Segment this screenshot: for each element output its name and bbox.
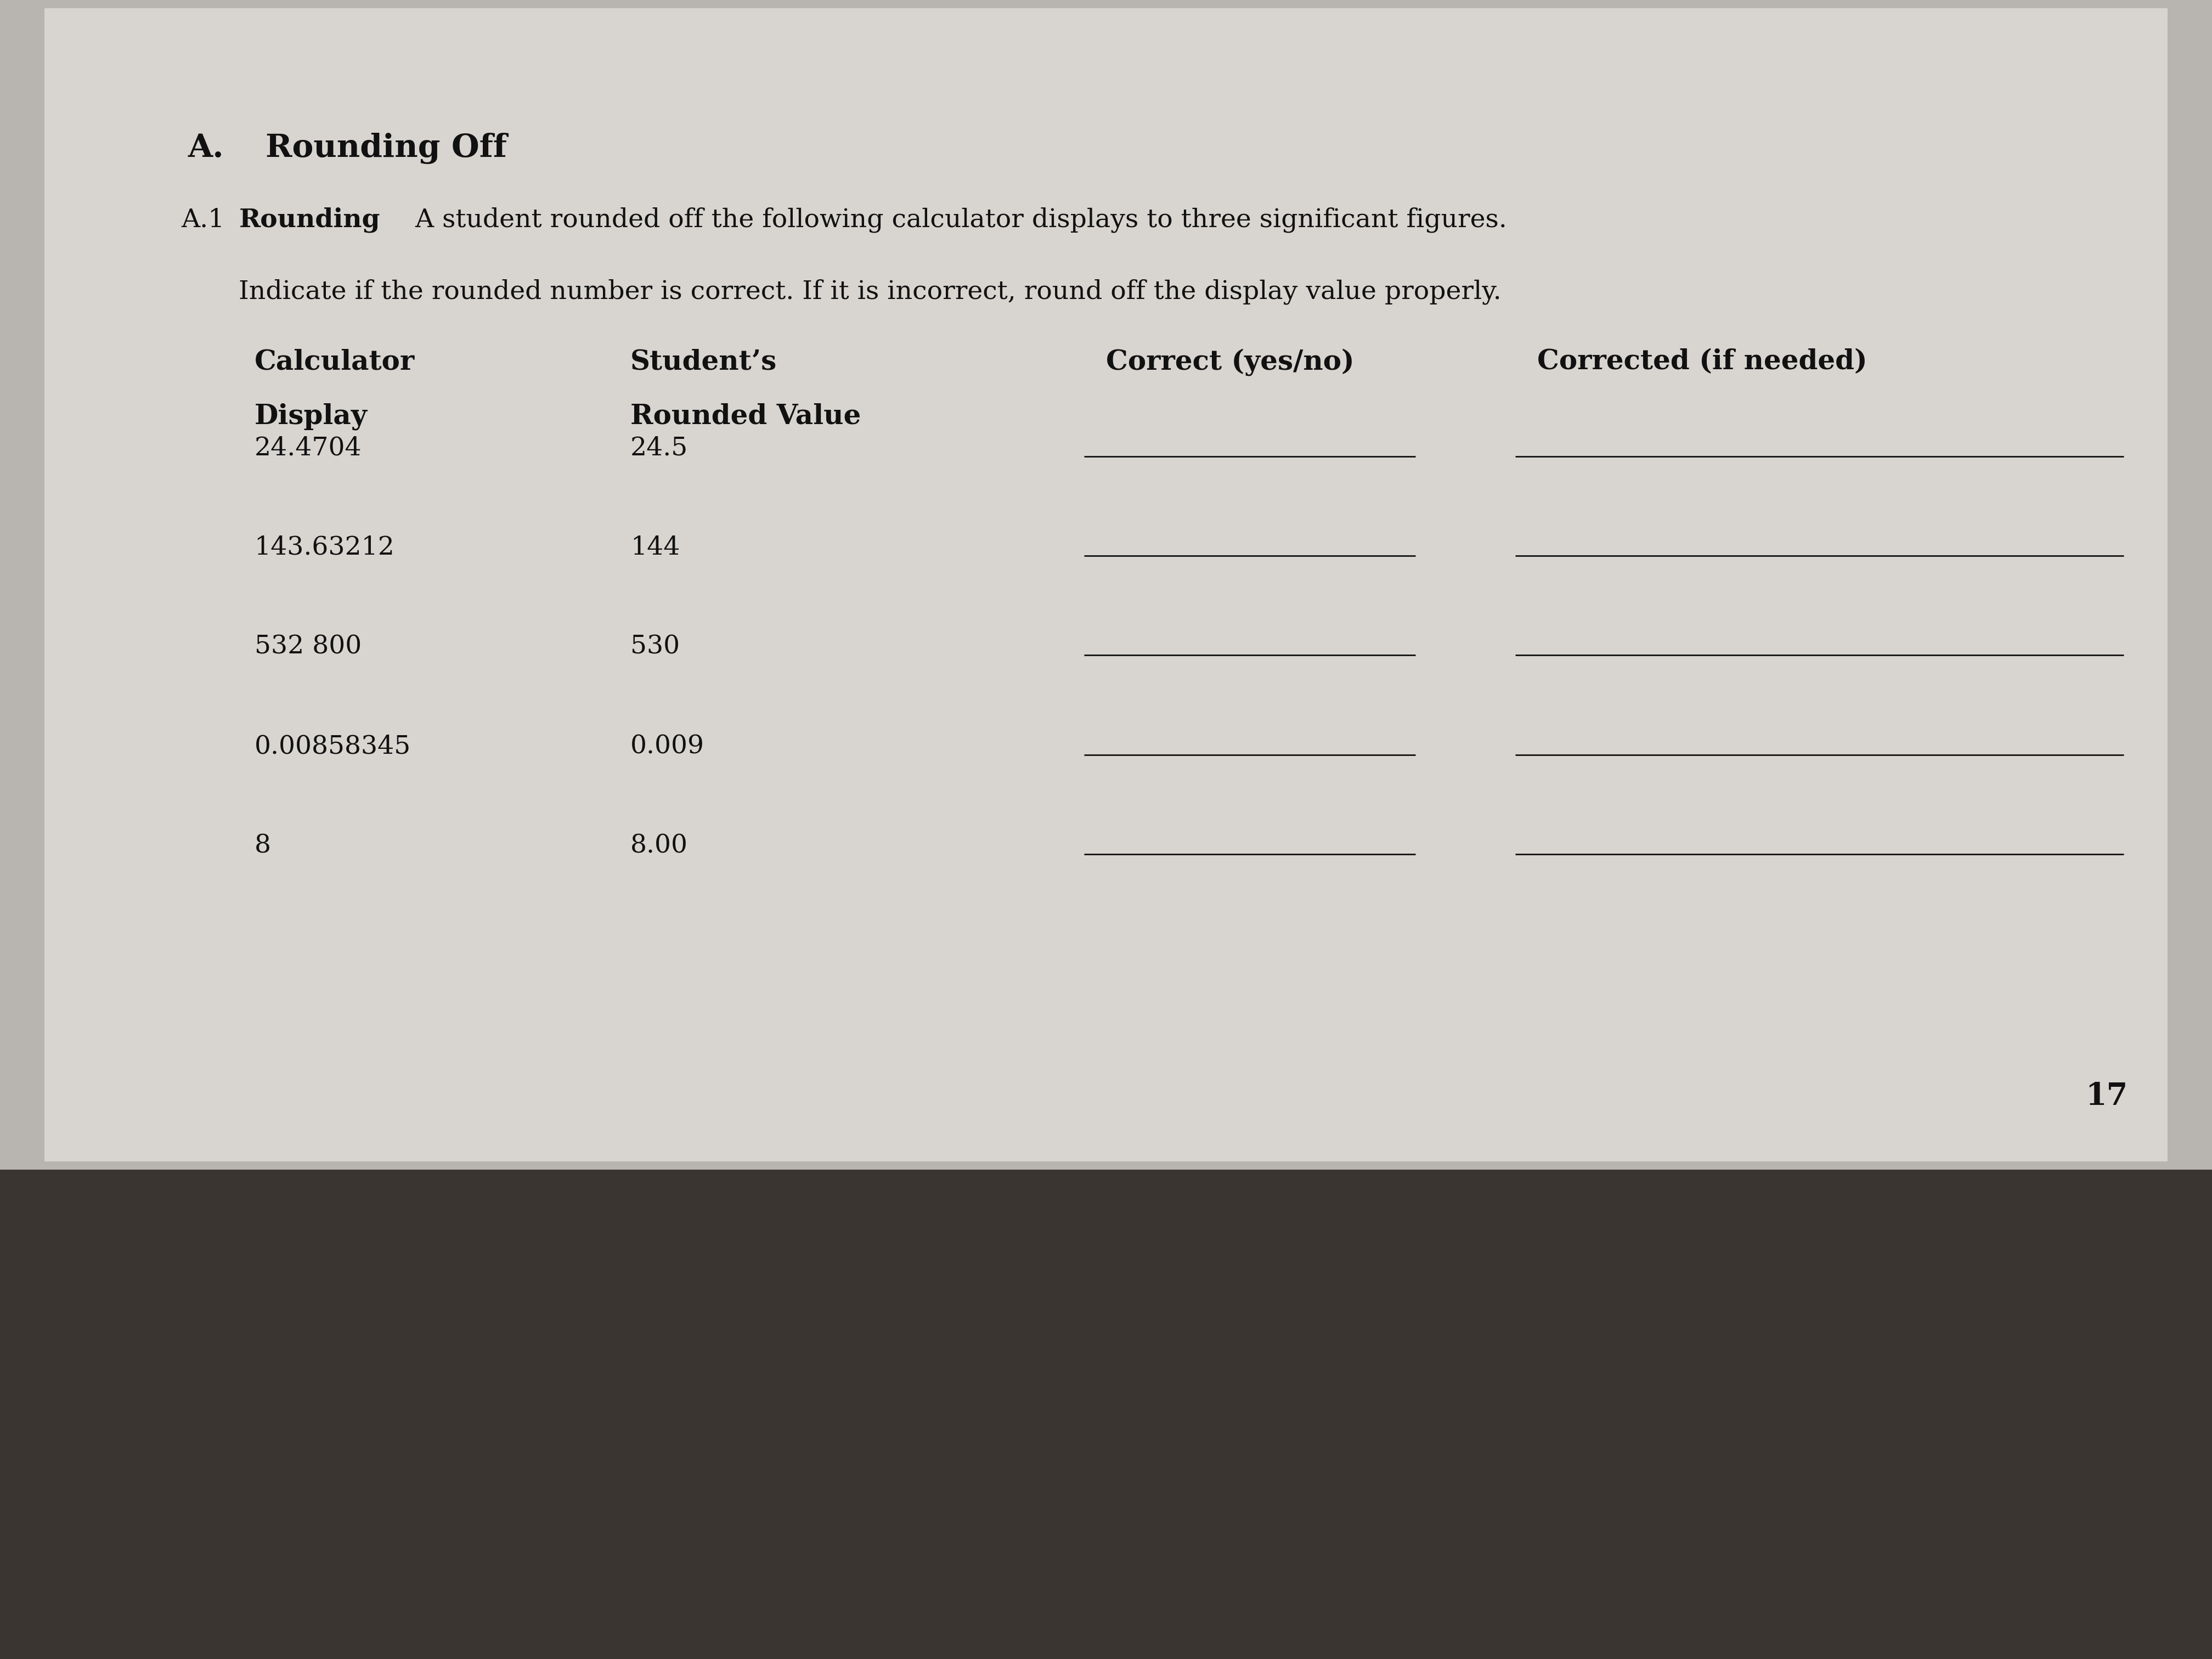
Text: Rounded Value: Rounded Value bbox=[630, 403, 860, 430]
Text: Correct (yes/no): Correct (yes/no) bbox=[1106, 348, 1354, 377]
Text: 24.4704: 24.4704 bbox=[254, 436, 363, 460]
Text: 532 800: 532 800 bbox=[254, 635, 361, 659]
Text: Display: Display bbox=[254, 403, 367, 430]
Text: A.1: A.1 bbox=[181, 207, 226, 232]
Text: Calculator: Calculator bbox=[254, 348, 414, 375]
Text: 144: 144 bbox=[630, 536, 679, 559]
Text: Rounding: Rounding bbox=[239, 207, 380, 232]
Text: 0.009: 0.009 bbox=[630, 735, 703, 758]
FancyBboxPatch shape bbox=[44, 8, 2168, 1161]
Text: A student rounded off the following calculator displays to three significant fig: A student rounded off the following calc… bbox=[407, 207, 1506, 232]
Text: Rounding Off: Rounding Off bbox=[265, 133, 507, 164]
Text: 530: 530 bbox=[630, 635, 679, 659]
Text: 24.5: 24.5 bbox=[630, 436, 688, 460]
Text: Student’s: Student’s bbox=[630, 348, 776, 375]
Text: 8.00: 8.00 bbox=[630, 834, 688, 858]
Text: 17: 17 bbox=[2086, 1082, 2128, 1112]
Text: Indicate if the rounded number is correct. If it is incorrect, round off the dis: Indicate if the rounded number is correc… bbox=[239, 279, 1502, 304]
Text: 0.00858345: 0.00858345 bbox=[254, 735, 411, 758]
Text: 8: 8 bbox=[254, 834, 270, 858]
Text: A.: A. bbox=[188, 133, 223, 164]
Text: 143.63212: 143.63212 bbox=[254, 536, 394, 559]
FancyBboxPatch shape bbox=[0, 1170, 2212, 1659]
Text: Corrected (if needed): Corrected (if needed) bbox=[1537, 348, 1867, 375]
